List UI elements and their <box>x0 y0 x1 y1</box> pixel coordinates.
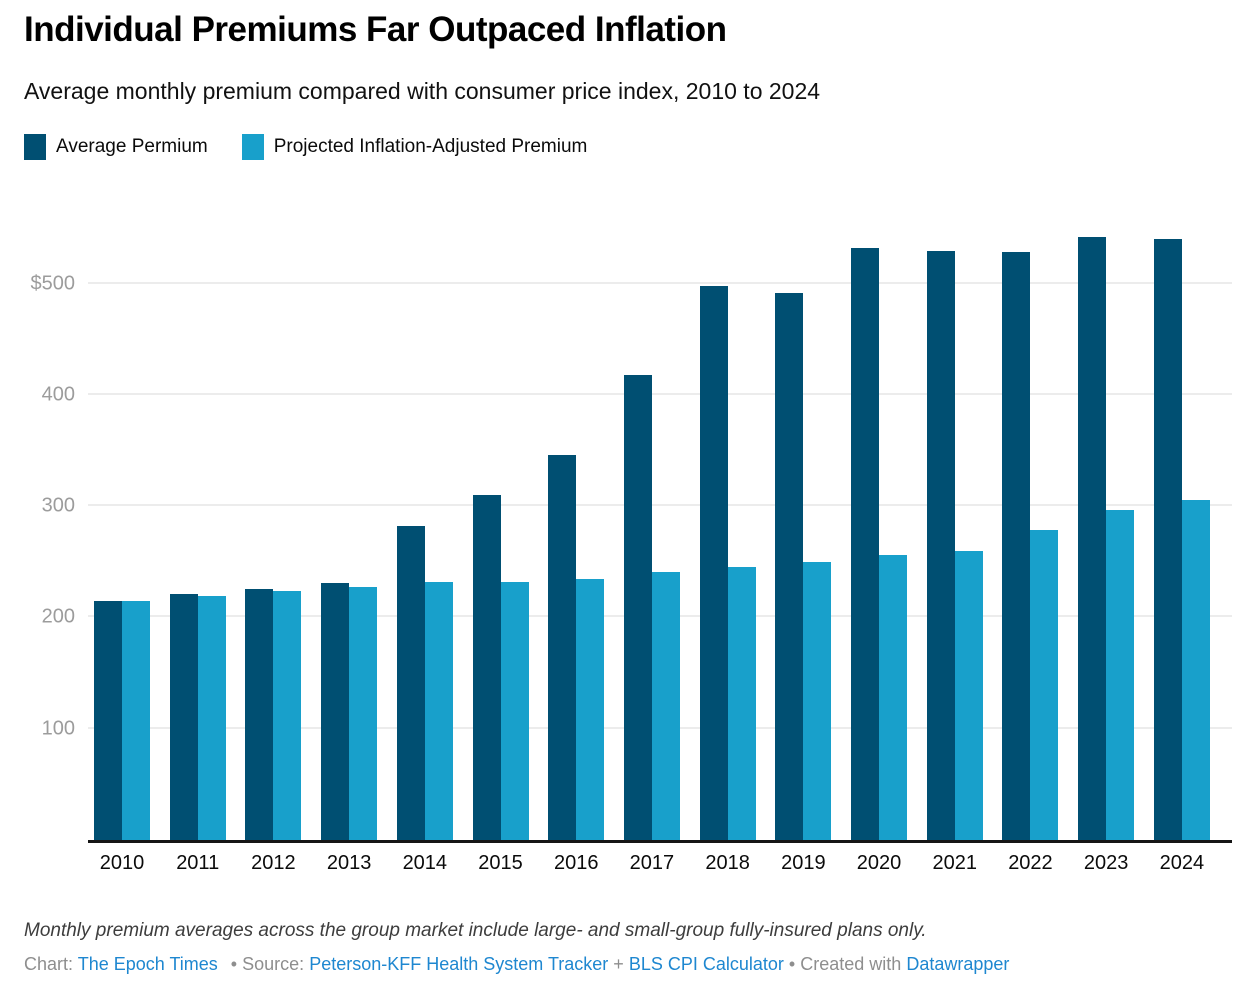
bar-average-permium-2012[interactable] <box>245 588 274 840</box>
bar-average-permium-2022[interactable] <box>1002 252 1031 840</box>
bar-average-permium-2021[interactable] <box>926 251 955 840</box>
legend-item-inflation-adjusted-premium: Projected Inflation-Adjusted Premium <box>241 134 588 160</box>
bar-group-2012 <box>245 588 302 840</box>
x-axis-label-2020: 2020 <box>856 852 902 874</box>
legend: Average Permium Projected Inflation-Adju… <box>24 134 1212 160</box>
peterson-kff-link[interactable]: Peterson-KFF Health System Tracker <box>309 954 609 974</box>
x-axis-label-2013: 2013 <box>326 852 372 874</box>
bar-projected-inflation-adjusted-premium-2018[interactable] <box>727 567 756 840</box>
bar-projected-inflation-adjusted-premium-2015[interactable] <box>500 581 529 840</box>
bar-group-2022 <box>1002 252 1059 840</box>
bar-projected-inflation-adjusted-premium-2017[interactable] <box>651 571 680 840</box>
x-axis-label-2014: 2014 <box>402 852 448 874</box>
footnote: Monthly premium averages across the grou… <box>24 920 927 941</box>
bar-group-2013 <box>321 582 378 840</box>
bar-average-permium-2019[interactable] <box>775 292 804 840</box>
x-axis-labels: 2010 2011 2012 2013 2014 2015 2016 2017 2018 2019… <box>88 852 1232 875</box>
bar-average-permium-2018[interactable] <box>699 285 728 840</box>
x-axis-label-2022: 2022 <box>1008 852 1053 874</box>
epoch-times-link[interactable]: The Epoch Times <box>77 954 218 974</box>
plot-area: $500 400 300 200 100 <box>31 231 1232 843</box>
bars-container <box>88 231 1232 840</box>
legend-label: Average Permium <box>56 136 208 157</box>
created-with-label: Created with <box>800 954 902 974</box>
x-axis-label-2018: 2018 <box>705 852 750 874</box>
legend-item-average-premium: Average Permium <box>24 134 208 160</box>
bar-projected-inflation-adjusted-premium-2014[interactable] <box>424 581 453 840</box>
x-axis-label-2019: 2019 <box>781 852 826 874</box>
bar-average-permium-2020[interactable] <box>851 248 880 840</box>
y-axis-tick-label: 400 <box>41 383 75 406</box>
bar-group-2023 <box>1078 236 1135 840</box>
bar-projected-inflation-adjusted-premium-2022[interactable] <box>1030 529 1059 840</box>
bar-group-2011 <box>169 594 226 840</box>
x-axis-label-2017: 2017 <box>629 852 675 874</box>
bar-projected-inflation-adjusted-premium-2021[interactable] <box>954 550 983 840</box>
bar-group-2016 <box>548 455 605 840</box>
x-axis-label-2012: 2012 <box>251 852 296 874</box>
bar-group-2019 <box>775 292 832 840</box>
bar-group-2017 <box>623 374 680 840</box>
x-axis-label-2023: 2023 <box>1083 852 1129 874</box>
x-axis-label-2015: 2015 <box>478 852 523 874</box>
bullet-separator: • <box>788 954 796 974</box>
gridline-500 <box>88 281 1232 284</box>
bar-projected-inflation-adjusted-premium-2023[interactable] <box>1106 509 1135 840</box>
attribution-line: Chart: The Epoch Times • Source: Peterso… <box>24 952 1212 976</box>
bar-average-permium-2015[interactable] <box>472 495 501 840</box>
grouped-bar-chart: $500 400 300 200 100 2010 2011 2012 2013 2014 201… <box>24 231 1232 875</box>
bar-group-2020 <box>851 248 908 840</box>
y-axis-tick-label: 200 <box>41 605 75 628</box>
source-label: Source: <box>242 954 305 974</box>
legend-label: Projected Inflation-Adjusted Premium <box>273 136 588 157</box>
bar-average-permium-2017[interactable] <box>623 374 652 840</box>
bar-average-permium-2013[interactable] <box>321 582 350 840</box>
bar-group-2024 <box>1153 239 1210 840</box>
x-axis-label-2024: 2024 <box>1159 852 1205 874</box>
bar-projected-inflation-adjusted-premium-2013[interactable] <box>349 587 378 840</box>
y-axis-tick-label: 100 <box>41 717 75 740</box>
x-axis-label-2010: 2010 <box>99 852 145 874</box>
bar-average-permium-2024[interactable] <box>1153 239 1182 840</box>
gridline-300 <box>88 504 1232 507</box>
x-axis-label-2016: 2016 <box>553 852 599 874</box>
bar-average-permium-2014[interactable] <box>396 526 425 840</box>
bullet-separator: • <box>230 954 238 974</box>
bar-group-2021 <box>926 251 983 840</box>
bar-projected-inflation-adjusted-premium-2019[interactable] <box>803 561 832 840</box>
legend-swatch-inflation-adjusted-premium <box>241 134 264 160</box>
chart-subtitle: Average monthly premium compared with co… <box>24 78 821 104</box>
bar-projected-inflation-adjusted-premium-2024[interactable] <box>1181 499 1210 840</box>
bar-projected-inflation-adjusted-premium-2012[interactable] <box>273 590 302 840</box>
bar-projected-inflation-adjusted-premium-2016[interactable] <box>576 578 605 840</box>
bar-projected-inflation-adjusted-premium-2010[interactable] <box>122 600 150 840</box>
gridline-400 <box>88 392 1232 395</box>
legend-swatch-average-premium <box>24 134 46 160</box>
bar-average-permium-2016[interactable] <box>548 455 577 840</box>
bar-group-2018 <box>699 285 756 840</box>
datawrapper-link[interactable]: Datawrapper <box>906 954 1010 974</box>
bar-projected-inflation-adjusted-premium-2011[interactable] <box>197 596 226 840</box>
x-axis-label-2021: 2021 <box>932 852 977 874</box>
bar-average-permium-2011[interactable] <box>169 594 198 840</box>
x-axis-label-2011: 2011 <box>176 852 220 874</box>
bls-cpi-link[interactable]: BLS CPI Calculator <box>628 954 784 974</box>
bar-group-2014 <box>396 526 453 840</box>
y-axis-tick-label: $500 <box>30 272 76 295</box>
plus-separator: + <box>613 954 624 974</box>
y-axis-tick-label: 300 <box>41 494 75 517</box>
bar-projected-inflation-adjusted-premium-2020[interactable] <box>879 555 908 840</box>
chart-credit-label: Chart: <box>24 954 74 974</box>
bar-group-2010 <box>94 600 150 840</box>
bar-group-2015 <box>472 495 529 840</box>
chart-title: Individual Premiums Far Outpaced Inflati… <box>24 10 727 49</box>
bar-average-permium-2010[interactable] <box>94 600 122 840</box>
bar-average-permium-2023[interactable] <box>1078 236 1107 840</box>
